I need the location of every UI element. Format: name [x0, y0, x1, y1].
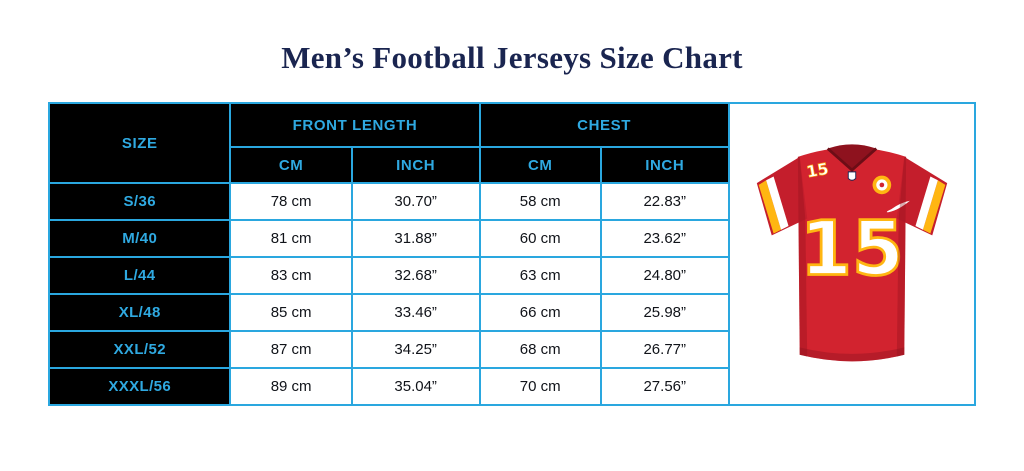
subheader-front-cm: CM	[229, 146, 353, 184]
chest-inch-value: 23.62”	[599, 219, 730, 258]
size-label: M/40	[47, 219, 232, 258]
front-length-inch-value: 30.70”	[350, 182, 481, 221]
front-length-cm-value: 78 cm	[229, 182, 353, 221]
subheader-front-inch: INCH	[350, 146, 481, 184]
chest-cm-value: 66 cm	[478, 293, 602, 332]
right-cuff-gold-stripe	[922, 180, 946, 234]
size-label: XXXL/56	[47, 367, 232, 406]
jersey-collar	[827, 144, 877, 170]
jersey-right-shadow	[896, 156, 906, 357]
chest-cm-value: 60 cm	[478, 219, 602, 258]
column-group-chest: CHEST	[478, 102, 730, 148]
jersey-hem-shadow	[799, 347, 905, 362]
table-row: XXXL/56 89 cm 35.04” 70 cm 27.56”	[47, 367, 975, 406]
size-chart-table: SIZE FRONT LENGTH CHEST	[47, 102, 977, 406]
chest-cm-value: 68 cm	[478, 330, 602, 369]
chest-cm-value: 70 cm	[478, 367, 602, 406]
front-length-cm-value: 83 cm	[229, 256, 353, 295]
jersey-left-shadow	[797, 156, 808, 357]
table-row: XL/48 85 cm 33.46” 66 cm 25.98”	[47, 293, 975, 332]
chest-inch-value: 22.83”	[599, 182, 730, 221]
chest-inch-value: 25.98”	[599, 293, 730, 332]
chest-cm-value: 63 cm	[478, 256, 602, 295]
nfl-shield-icon	[847, 171, 857, 181]
chest-inch-value: 27.56”	[599, 367, 730, 406]
jersey-number: 15	[800, 206, 904, 293]
front-length-cm-value: 87 cm	[229, 330, 353, 369]
front-length-inch-value: 35.04”	[350, 367, 481, 406]
left-cuff-white-stripe	[765, 176, 789, 230]
size-label: L/44	[47, 256, 232, 295]
jersey-collar-trim	[826, 147, 878, 172]
front-length-inch-value: 32.68”	[350, 256, 481, 295]
nike-swoosh-icon	[886, 200, 910, 213]
size-chart-container: SIZE FRONT LENGTH CHEST	[47, 102, 977, 406]
size-label: S/36	[47, 182, 232, 221]
left-cuff-gold-stripe	[758, 180, 781, 234]
front-length-cm-value: 89 cm	[229, 367, 353, 406]
table-row: XXL/52 87 cm 34.25” 68 cm 26.77”	[47, 330, 975, 369]
size-label: XL/48	[47, 293, 232, 332]
chest-inch-value: 26.77”	[599, 330, 730, 369]
team-patch-dot	[879, 182, 885, 188]
jersey-image: 15 15	[756, 144, 948, 362]
jersey-shoulder-number: 15	[805, 159, 830, 182]
size-label: XXL/52	[47, 330, 232, 369]
front-length-cm-value: 81 cm	[229, 219, 353, 258]
front-length-inch-value: 34.25”	[350, 330, 481, 369]
subheader-chest-inch: INCH	[599, 146, 730, 184]
front-length-cm-value: 85 cm	[229, 293, 353, 332]
chest-cm-value: 58 cm	[478, 182, 602, 221]
chest-inch-value: 24.80”	[599, 256, 730, 295]
right-cuff-white-stripe	[915, 176, 938, 230]
subheader-chest-cm: CM	[478, 146, 602, 184]
jersey-cell: 15 15	[727, 102, 977, 406]
table-row: M/40 81 cm 31.88” 60 cm 23.62”	[47, 219, 975, 258]
table-row: L/44 83 cm 32.68” 63 cm 24.80”	[47, 256, 975, 295]
front-length-inch-value: 33.46”	[350, 293, 481, 332]
jersey-torso	[797, 147, 906, 362]
page-title: Men’s Football Jerseys Size Chart	[281, 40, 743, 75]
front-length-inch-value: 31.88”	[350, 219, 481, 258]
column-group-front-length: FRONT LENGTH	[229, 102, 481, 148]
column-header-size: SIZE	[47, 102, 232, 184]
table-row: S/36 78 cm 30.70” 58 cm 22.83”	[47, 182, 975, 221]
